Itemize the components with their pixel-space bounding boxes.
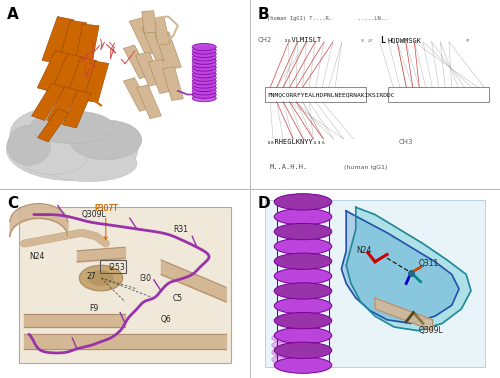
Ellipse shape: [41, 145, 137, 181]
Ellipse shape: [274, 268, 332, 284]
Ellipse shape: [192, 43, 216, 51]
Text: L: L: [380, 36, 385, 45]
Ellipse shape: [192, 77, 216, 85]
Polygon shape: [346, 207, 471, 331]
Bar: [155, 32, 182, 70]
Text: ₉₇: ₉₇: [466, 37, 470, 43]
Ellipse shape: [192, 57, 216, 64]
Bar: [74, 24, 99, 71]
Text: ₆₈RHEGLKNYY₄₃₆: ₆₈RHEGLKNYY₄₃₆: [267, 139, 326, 145]
Polygon shape: [342, 211, 459, 324]
Ellipse shape: [192, 94, 216, 102]
Bar: [37, 50, 69, 91]
Text: M..A.H.H.: M..A.H.H.: [270, 164, 308, 170]
Ellipse shape: [192, 60, 216, 68]
Ellipse shape: [192, 64, 216, 71]
Ellipse shape: [274, 194, 332, 210]
Ellipse shape: [89, 271, 113, 285]
Bar: [62, 90, 92, 128]
Ellipse shape: [274, 253, 332, 270]
Bar: [148, 59, 174, 93]
Bar: [52, 54, 84, 96]
Text: 27: 27: [86, 272, 96, 281]
Text: Q311: Q311: [418, 259, 438, 268]
Text: D: D: [258, 197, 270, 211]
Text: N24: N24: [356, 246, 371, 256]
Ellipse shape: [192, 74, 216, 81]
Ellipse shape: [274, 327, 332, 344]
Text: HQDWMSGK: HQDWMSGK: [387, 37, 421, 43]
Text: C: C: [8, 197, 18, 211]
Bar: [84, 61, 108, 102]
Bar: [47, 87, 78, 124]
Ellipse shape: [8, 125, 50, 165]
Ellipse shape: [10, 109, 86, 160]
Bar: [142, 25, 171, 63]
Ellipse shape: [192, 84, 216, 91]
Text: C5: C5: [173, 293, 183, 302]
Text: CH3: CH3: [399, 139, 413, 145]
Bar: [124, 45, 150, 79]
Ellipse shape: [272, 333, 310, 343]
Ellipse shape: [192, 81, 216, 88]
Ellipse shape: [274, 238, 332, 254]
Text: Q309L: Q309L: [82, 210, 106, 219]
Ellipse shape: [274, 297, 332, 314]
Text: ₉₆: ₉₆: [360, 37, 364, 43]
Text: A: A: [8, 8, 19, 22]
Bar: [142, 11, 156, 33]
Bar: [42, 17, 74, 64]
Text: P307T: P307T: [94, 204, 118, 240]
Bar: [162, 67, 184, 101]
FancyBboxPatch shape: [20, 207, 231, 363]
Bar: [129, 17, 159, 55]
FancyBboxPatch shape: [264, 200, 486, 367]
Ellipse shape: [192, 91, 216, 98]
Text: R31: R31: [173, 225, 188, 234]
Bar: [152, 17, 170, 45]
Ellipse shape: [6, 117, 138, 181]
Text: Q309L: Q309L: [418, 326, 443, 335]
Text: (human IgG1) T....R.        .....LN..: (human IgG1) T....R. .....LN..: [267, 16, 387, 21]
Ellipse shape: [192, 54, 216, 61]
Ellipse shape: [80, 265, 122, 291]
Text: B: B: [258, 8, 269, 22]
Text: F9: F9: [89, 304, 98, 313]
Text: (human IgG1): (human IgG1): [344, 164, 387, 170]
Ellipse shape: [30, 111, 114, 144]
Text: P307T: P307T: [94, 204, 118, 213]
Ellipse shape: [274, 209, 332, 225]
Ellipse shape: [272, 347, 310, 358]
Ellipse shape: [272, 340, 310, 351]
Ellipse shape: [192, 50, 216, 57]
Bar: [32, 83, 65, 121]
Bar: [58, 20, 86, 67]
Ellipse shape: [272, 354, 310, 365]
Text: CH2: CH2: [258, 37, 272, 43]
Text: FNMQCORRFYEALHDPNLNEEQRNAKIKSIRDDC: FNMQCORRFYEALHDPNLNEEQRNAKIKSIRDDC: [267, 92, 394, 97]
Text: I30: I30: [140, 274, 151, 283]
Bar: [124, 77, 150, 112]
Bar: [136, 52, 162, 86]
Text: N24: N24: [29, 252, 44, 261]
Text: ,₉₇: ,₉₇: [368, 37, 374, 43]
Ellipse shape: [274, 342, 332, 358]
Text: ₂₆VLMISLT: ₂₆VLMISLT: [284, 37, 322, 43]
Ellipse shape: [274, 283, 332, 299]
Ellipse shape: [274, 357, 332, 373]
Ellipse shape: [274, 313, 332, 329]
Ellipse shape: [192, 47, 216, 54]
Text: Q6: Q6: [161, 315, 172, 324]
Ellipse shape: [192, 88, 216, 95]
Ellipse shape: [274, 223, 332, 240]
Ellipse shape: [70, 120, 142, 160]
Ellipse shape: [20, 142, 86, 174]
Ellipse shape: [192, 71, 216, 78]
Bar: [136, 85, 162, 119]
Polygon shape: [375, 298, 432, 331]
Text: I253: I253: [108, 263, 125, 272]
Bar: [67, 57, 96, 99]
Ellipse shape: [192, 67, 216, 74]
Bar: [38, 109, 68, 142]
